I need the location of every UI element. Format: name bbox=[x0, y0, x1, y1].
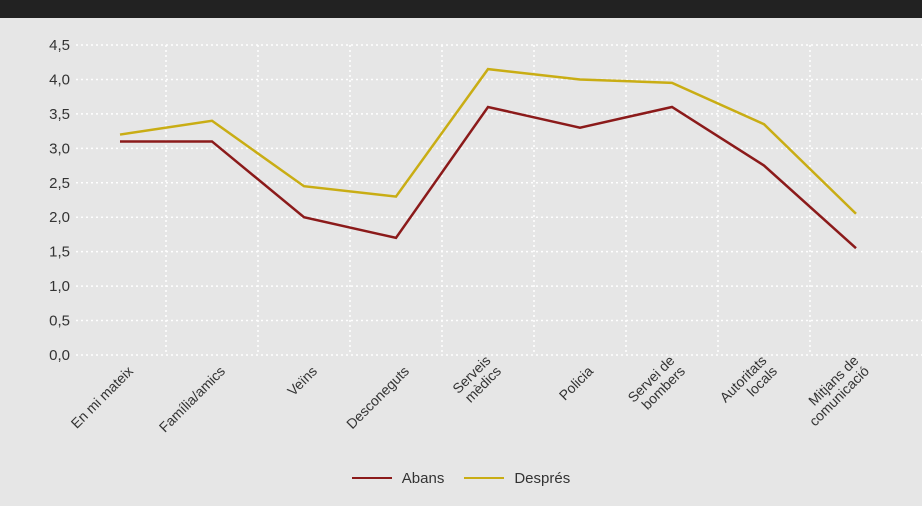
x-tick-label-line: Desconeguts bbox=[343, 363, 412, 432]
x-tick-label: En mi mateix bbox=[68, 363, 137, 432]
x-tick-label: Mitjans decomunicació bbox=[795, 352, 872, 429]
y-tick-label: 2,0 bbox=[49, 209, 70, 226]
y-tick-label: 3,5 bbox=[49, 106, 70, 123]
y-tick-label: 1,0 bbox=[49, 278, 70, 295]
legend-item-abans: Abans bbox=[351, 469, 445, 487]
x-tick-label-line: Veïns bbox=[284, 363, 320, 399]
x-tick-label: Autoritatslocals bbox=[716, 352, 780, 416]
y-tick-label: 4,0 bbox=[49, 71, 70, 88]
x-tick-label-line: Policia bbox=[556, 363, 597, 404]
x-tick-label: Serveismèdics bbox=[449, 352, 504, 407]
x-tick-label: Policia bbox=[556, 363, 597, 404]
legend-label-despres: Després bbox=[514, 469, 571, 487]
legend-swatch-despres bbox=[464, 477, 505, 479]
y-tick-label: 2,5 bbox=[49, 175, 70, 192]
y-tick-label: 0,0 bbox=[49, 347, 70, 364]
legend-label-abans: Abans bbox=[401, 469, 445, 487]
legend-swatch-abans bbox=[351, 477, 392, 479]
series-line-despres bbox=[119, 67, 857, 215]
x-tick-label: Família/amics bbox=[156, 363, 228, 435]
x-tick-label: Servei debombers bbox=[624, 352, 688, 416]
line-chart: 0,0 0,5 1,0 1,5 2,0 2,5 3,0 3,5 4,0 4,5 En mi mat… bbox=[49, 37, 922, 435]
x-tick-label-line: En mi mateix bbox=[68, 363, 137, 432]
legend-item-despres: Després bbox=[464, 470, 570, 487]
y-tick-label: 3,0 bbox=[49, 140, 70, 157]
x-tick-label-line: Família/amics bbox=[156, 363, 228, 435]
x-axis-labels: En mi mateix Família/amics Veïns Desconegut… bbox=[68, 352, 873, 435]
series-lines bbox=[119, 67, 857, 250]
y-tick-label: 4,5 bbox=[49, 37, 70, 54]
x-tick-label: Veïns bbox=[284, 363, 320, 399]
y-axis-ticks: 0,0 0,5 1,0 1,5 2,0 2,5 3,0 3,5 4,0 4,5 bbox=[49, 37, 70, 364]
y-tick-label: 0,5 bbox=[49, 313, 70, 330]
y-tick-label: 1,5 bbox=[49, 244, 70, 261]
series-line-abans bbox=[120, 105, 857, 250]
legend: Abans Després bbox=[0, 466, 922, 490]
top-bar bbox=[0, 0, 922, 18]
plot-area bbox=[76, 45, 922, 355]
grid-lines bbox=[76, 44, 922, 356]
x-tick-label: Desconeguts bbox=[343, 363, 412, 432]
